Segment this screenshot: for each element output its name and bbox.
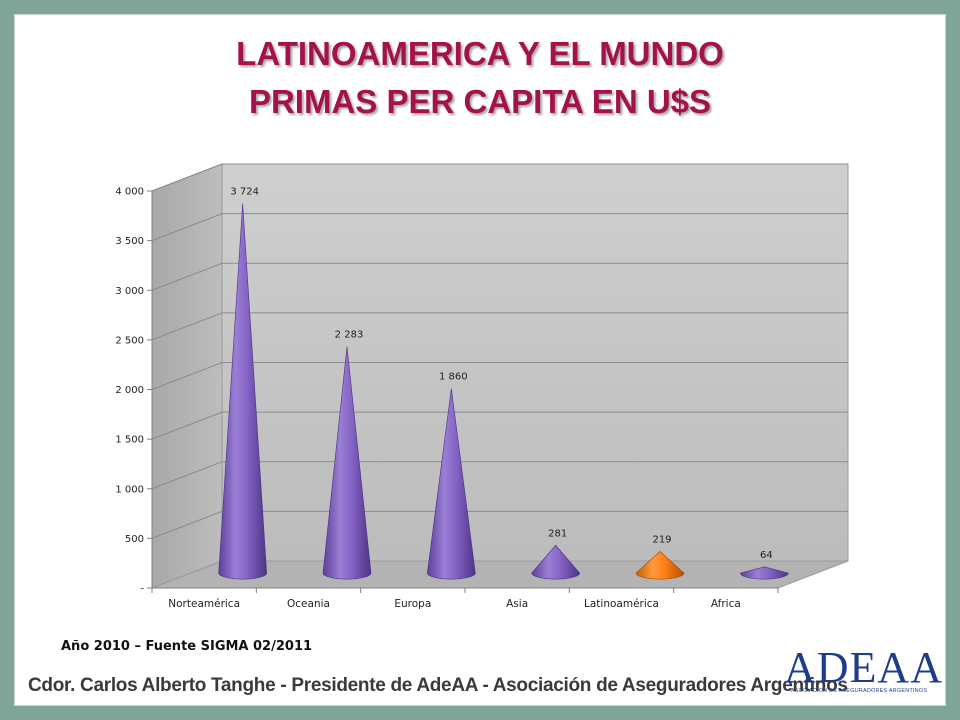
gridline <box>151 312 848 341</box>
y-tick-label: 2 500 <box>115 335 144 346</box>
logo-subtitle: ASOCIACION DE ASEGURADORES ARGENTINOS <box>790 688 928 694</box>
y-tick-label: 4 000 <box>115 187 144 198</box>
gridline <box>151 411 848 440</box>
source-note: Año 2010 – Fuente SIGMA 02/2011 <box>61 639 313 654</box>
x-axis: Norteamérica Oceania Europa Asia Latinoaméri… <box>151 587 779 610</box>
chart-gridlines <box>151 163 848 539</box>
y-tick-label: 3 000 <box>115 286 144 297</box>
y-tick-label: 1 500 <box>115 435 144 446</box>
cone-mark <box>218 203 267 580</box>
cone-mark <box>531 544 580 580</box>
slide-title-line-2: PRIMAS PER CAPITA EN U$S <box>248 83 712 120</box>
data-label: 219 <box>652 534 671 545</box>
data-label: 1 860 <box>439 372 468 383</box>
x-tick-label: Norteamérica <box>168 598 240 610</box>
cone-mark <box>740 566 789 580</box>
cone-asia <box>531 544 580 580</box>
x-tick-label: Latinoamérica <box>584 598 659 610</box>
y-tick-label: 500 <box>125 534 144 545</box>
slide-title-line-1: LATINOAMERICA Y EL MUNDO <box>236 35 724 72</box>
logo-wordmark: ADEAA <box>784 643 943 692</box>
data-label: 3 724 <box>230 187 259 198</box>
cone-oceania <box>322 346 372 580</box>
data-label: 2 283 <box>335 330 364 341</box>
gridline <box>151 510 848 539</box>
gridline <box>151 362 848 390</box>
data-labels: 3 724 2 283 1 860 281 219 64 <box>230 187 772 561</box>
data-label: 281 <box>548 528 567 539</box>
x-tick-label: Asia <box>506 598 528 610</box>
gridline <box>151 213 848 242</box>
x-tick-label: Europa <box>394 598 431 610</box>
data-label: 64 <box>760 550 773 561</box>
cone-latinoamrica <box>635 551 685 580</box>
slide-inner-border <box>14 14 946 706</box>
gridline <box>151 461 848 490</box>
cone-norteamrica <box>218 203 267 580</box>
chart-cones <box>218 203 789 580</box>
adeaa-logo: ADEAA ASOCIACION DE ASEGURADORES ARGENTI… <box>784 643 943 696</box>
cone-mark <box>322 346 372 580</box>
presenter-footer: Cdor. Carlos Alberto Tanghe - Presidente… <box>28 675 848 696</box>
cone-mark <box>635 551 685 580</box>
y-tick-label: - <box>140 584 144 595</box>
y-axis: - 500 1 000 1 500 2 000 2 500 3 000 3 500 4 000 <box>115 187 153 595</box>
cone-africa <box>740 566 789 580</box>
cone-mark <box>427 388 476 580</box>
gridline <box>151 262 848 291</box>
y-tick-label: 3 500 <box>115 236 144 247</box>
y-tick-label: 1 000 <box>115 484 144 495</box>
y-tick-label: 2 000 <box>115 385 144 396</box>
gridline <box>151 163 848 192</box>
x-tick-label: Africa <box>711 598 741 610</box>
cone-europa <box>427 388 476 580</box>
x-tick-label: Oceania <box>287 598 330 610</box>
